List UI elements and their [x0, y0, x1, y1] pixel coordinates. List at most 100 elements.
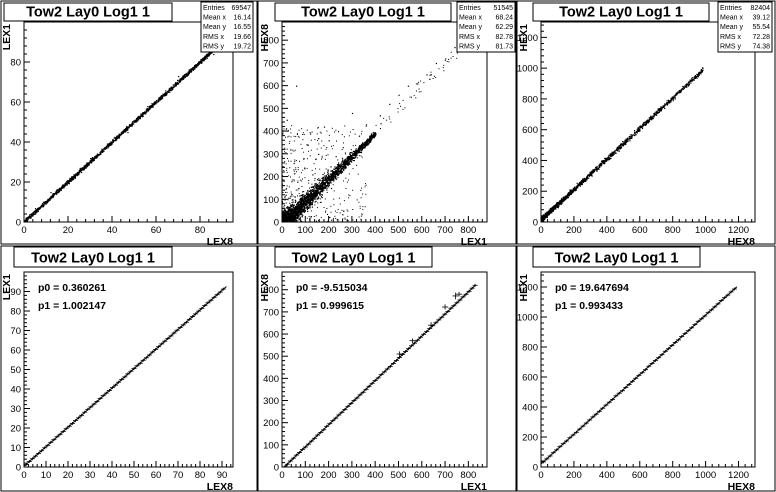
stats-label: Mean x: [203, 15, 226, 22]
scatter-point: [105, 146, 107, 148]
scatter-point: [318, 191, 320, 193]
scatter-point: [308, 199, 310, 201]
scatter-point: [297, 205, 299, 207]
scatter-point: [204, 56, 206, 59]
scatter-point: [76, 174, 78, 176]
scatter-point: [299, 211, 301, 213]
scatter-point: [174, 82, 177, 84]
scatter-point: [44, 201, 46, 203]
scatter-point: [25, 217, 27, 219]
scatter-point: [282, 202, 284, 204]
scatter-point: [294, 220, 296, 222]
scatter-point: [354, 154, 356, 156]
scatter-point: [292, 216, 294, 218]
scatter-point: [308, 180, 310, 181]
scatter-point: [296, 207, 298, 209]
scatter-point: [311, 186, 313, 188]
scatter-point: [380, 123, 382, 125]
scatter-point: [369, 141, 371, 143]
scatter-point: [349, 157, 351, 159]
scatter-point: [321, 155, 323, 157]
scatter-point: [294, 209, 296, 211]
scatter-point: [282, 133, 284, 135]
scatter-point: [304, 200, 307, 203]
scatter-point: [456, 57, 458, 59]
scatter-point: [367, 141, 369, 143]
scatter-point: [291, 194, 293, 195]
scatter-point: [64, 185, 66, 187]
scatter-point: [288, 215, 290, 217]
scatter-point: [359, 151, 361, 154]
scatter-point: [164, 92, 167, 94]
scatter-point: [116, 138, 118, 140]
scatter-point: [42, 202, 44, 204]
scatter-point: [338, 172, 340, 174]
scatter-point: [309, 207, 311, 209]
scatter-point: [94, 156, 96, 158]
scatter-point: [82, 167, 84, 169]
scatter-point: [294, 215, 296, 217]
scatter-point: [329, 173, 331, 175]
scatter-point: [308, 203, 310, 205]
scatter-point: [318, 187, 320, 189]
scatter-point: [286, 169, 288, 171]
scatter-point: [308, 195, 310, 197]
scatter-point: [367, 143, 369, 146]
y-tick-label: 0: [16, 218, 21, 229]
scatter-point: [106, 147, 108, 149]
scatter-point: [385, 119, 387, 121]
scatter-point: [379, 115, 381, 117]
scatter-point: [194, 67, 196, 69]
scatter-point: [368, 140, 370, 142]
scatter-point: [288, 135, 290, 137]
scatter-point: [326, 178, 328, 180]
scatter-point: [194, 67, 196, 69]
scatter-point: [73, 175, 75, 178]
scatter-point: [314, 178, 316, 179]
scatter-point: [63, 186, 66, 188]
scatter-point: [65, 184, 67, 186]
scatter-point: [335, 167, 337, 170]
scatter-point: [338, 163, 340, 166]
scatter-point: [320, 191, 322, 193]
scatter-point: [184, 73, 186, 76]
scatter-point: [192, 69, 194, 71]
scatter-point: [318, 182, 320, 184]
scatter-point: [131, 124, 133, 126]
scatter-point: [370, 136, 372, 138]
scatter-point: [306, 203, 308, 205]
scatter-point: [308, 198, 310, 200]
scatter-point: [68, 181, 70, 183]
scatter-point: [70, 180, 72, 182]
stats-value: 82.78: [495, 34, 513, 41]
scatter-point: [69, 179, 71, 181]
scatter-point: [103, 148, 105, 150]
scatter-point: [329, 181, 331, 183]
scatter-point: [350, 152, 352, 154]
scatter-point: [310, 190, 312, 192]
scatter-point: [326, 189, 328, 191]
scatter-point: [330, 176, 332, 178]
scatter-point: [122, 130, 124, 132]
scatter-point: [317, 179, 319, 181]
scatter-point: [172, 87, 174, 89]
y-tick-label: 800: [263, 36, 279, 47]
scatter-point: [184, 76, 186, 79]
scatter-point: [131, 122, 133, 125]
scatter-point: [71, 179, 73, 181]
stats-label: RMS x: [459, 34, 481, 41]
scatter-point: [204, 55, 206, 57]
scatter-point: [288, 210, 290, 212]
scatter-point: [194, 65, 196, 67]
scatter-point: [330, 166, 332, 168]
scatter-point: [165, 90, 167, 92]
histogram-panel-2: 0 100 200 300 400 500 600 700 800010020030040050…: [257, 0, 517, 248]
scatter-point: [306, 205, 308, 207]
scatter-point: [302, 201, 304, 203]
scatter-point: [160, 98, 162, 100]
scatter-point: [84, 167, 87, 169]
scatter-point: [700, 69, 703, 71]
scatter-point: [35, 208, 37, 210]
scatter-point: [114, 136, 116, 138]
scatter-point: [307, 210, 309, 213]
